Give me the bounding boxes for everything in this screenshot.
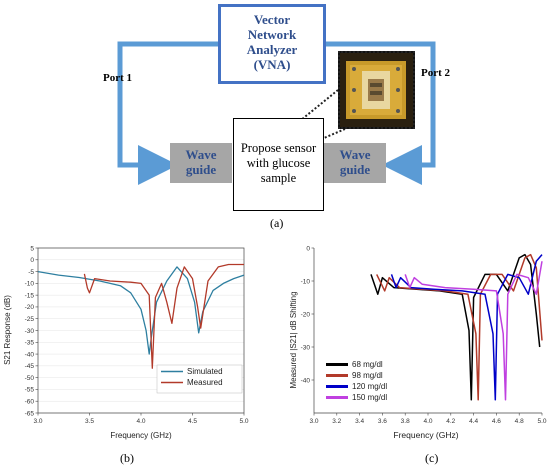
sensor-photo-image (340, 53, 413, 127)
c-xtick-label: 3.6 (378, 418, 387, 425)
b-ytick-label: -30 (25, 328, 35, 335)
vna-label: Vector Network Analyzer (VNA) (246, 12, 298, 72)
c-xtick-label: 4.4 (469, 418, 478, 425)
c-xtick-label: 3.2 (332, 418, 341, 425)
port2-label: Port 2 (421, 67, 451, 79)
panel-label-c: (c) (425, 451, 439, 465)
c-legend-entry: 120 mg/dl (352, 382, 387, 391)
b-ytick-label: -65 (25, 410, 35, 417)
port1-label: Port 1 (103, 72, 133, 84)
b-ytick-label: -45 (25, 363, 35, 370)
c-ytick-label: -30 (301, 344, 311, 351)
c-legend-entry: 150 mg/dl (352, 393, 387, 402)
b-ytick-label: -50 (25, 375, 35, 382)
c-ytick-label: -20 (301, 311, 311, 318)
b-series-line-0 (37, 266, 245, 355)
c-series-line-2 (390, 254, 543, 401)
b-ytick-label: -40 (25, 351, 35, 358)
c-xtick-label: 3.0 (309, 418, 318, 425)
b-xtick-label: 3.5 (85, 418, 94, 425)
c-xtick-label: 4.8 (515, 418, 524, 425)
b-xtick-label: 4.5 (188, 418, 197, 425)
sensor-photo (338, 51, 415, 129)
c-xtick-label: 4.0 (423, 418, 432, 425)
c-ytick-label: -40 (301, 377, 311, 384)
chart-c: 3.0 3.2 3.4 3.6 3.8 4.0 4.2 4.4 4.6 4.8 5.0 0 -10 -20… (289, 245, 547, 440)
c-xtick-label: 4.6 (492, 418, 501, 425)
chart-b-ylabel: S21 Response (dB) (3, 295, 12, 365)
b-xtick-label: 5.0 (239, 418, 248, 425)
chart-b-xlabel: Frequency (GHz) (110, 431, 172, 440)
b-ytick-label: -60 (25, 399, 35, 406)
c-ytick-label: 0 (306, 245, 310, 252)
c-series-line-1 (376, 253, 543, 401)
c-xtick-label: 4.2 (446, 418, 455, 425)
waveguide-right: Wave guide (324, 143, 386, 183)
b-legend-entry: Simulated (187, 367, 223, 376)
c-xtick-label: 3.4 (355, 418, 364, 425)
b-ytick-label: -55 (25, 387, 35, 394)
b-ytick-label: -15 (25, 292, 35, 299)
sensor-box: Propose sensor with glucose sample (233, 118, 324, 211)
b-ytick-label: -35 (25, 340, 35, 347)
b-ytick-label: 0 (30, 257, 34, 264)
vna-box (218, 4, 326, 84)
c-series-line-3 (404, 261, 543, 401)
b-ytick-label: -25 (25, 316, 35, 323)
port1-line (117, 41, 218, 185)
c-xtick-label: 3.8 (401, 418, 410, 425)
b-series-line-1 (83, 263, 244, 369)
b-legend-entry: Measured (187, 378, 223, 387)
c-legend-entry: 98 mg/dl (352, 371, 383, 380)
b-ytick-label: -10 (25, 281, 35, 288)
b-ytick-label: -5 (28, 269, 34, 276)
chart-c-ylabel: Measured |S21| dB Shifting (289, 291, 298, 388)
b-legend-box (156, 364, 243, 394)
panel-label-b: (b) (120, 451, 134, 465)
waveguide-left: Wave guide (170, 143, 232, 183)
b-xtick-label: 4.0 (136, 418, 145, 425)
c-xtick-label: 5.0 (537, 418, 546, 425)
c-legend-entry: 68 mg/dl (352, 360, 383, 369)
chart-b: 3.0 3.5 4.0 4.5 5.0 5 0 -5 -10 -15 -20 -25 -30 -35 -40… (3, 245, 249, 440)
b-ytick-label: -20 (25, 304, 35, 311)
c-ytick-label: -10 (301, 278, 311, 285)
b-xtick-label: 3.0 (33, 418, 42, 425)
port2-line (326, 41, 436, 185)
c-series-line-0 (370, 253, 541, 401)
b-ytick-label: 5 (30, 245, 34, 252)
panel-label-a: (a) (270, 216, 284, 230)
chart-c-xlabel: Frequency (GHz) (393, 430, 458, 440)
